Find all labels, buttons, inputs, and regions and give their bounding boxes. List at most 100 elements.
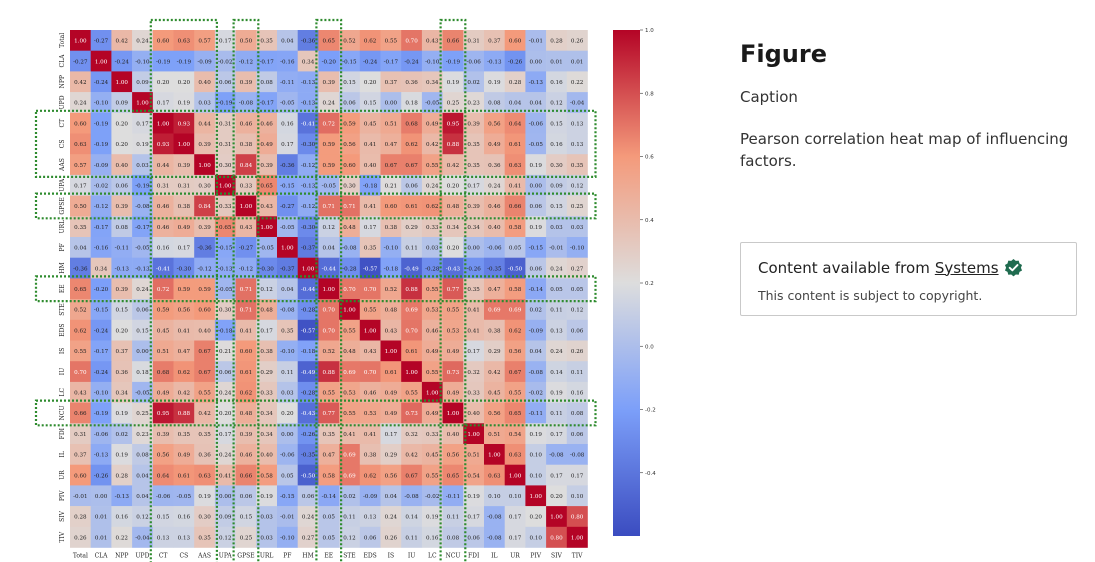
heatmap-cell bbox=[525, 30, 547, 51]
heatmap-cell bbox=[256, 257, 278, 279]
cell-value-label: -0.15 bbox=[218, 246, 233, 252]
cell-value-label: 0.55 bbox=[426, 287, 439, 293]
heatmap-cell bbox=[235, 174, 257, 196]
heatmap-cell bbox=[504, 361, 526, 383]
heatmap-cell bbox=[90, 174, 112, 196]
colorbar-gradient bbox=[613, 30, 640, 536]
cell-value-label: 0.17 bbox=[550, 473, 563, 479]
cell-value-label: 0.33 bbox=[467, 390, 480, 396]
cell-value-label: -0.05 bbox=[425, 101, 440, 107]
heatmap-cell bbox=[132, 381, 154, 403]
heatmap-cell bbox=[380, 381, 402, 403]
heatmap-cell bbox=[214, 216, 236, 238]
heatmap-cell bbox=[380, 71, 402, 93]
cell-value-label: 0.69 bbox=[405, 308, 418, 314]
heatmap-cell bbox=[566, 278, 588, 300]
heatmap-cell bbox=[339, 154, 361, 176]
heatmap-cell bbox=[70, 444, 91, 465]
heatmap-cell bbox=[173, 30, 195, 51]
heatmap-cell bbox=[173, 506, 195, 528]
cell-value-label: 0.16 bbox=[281, 121, 294, 127]
cell-value-label: 0.53 bbox=[426, 308, 439, 314]
cell-value-label: 0.16 bbox=[178, 515, 191, 521]
content-source-prefix: Content available from bbox=[758, 258, 930, 277]
cell-value-label: 0.12 bbox=[136, 515, 149, 521]
heatmap-cell bbox=[132, 526, 154, 548]
cell-value-label: 0.17 bbox=[136, 121, 149, 127]
heatmap-cell bbox=[504, 506, 526, 528]
cell-value-label: 0.05 bbox=[509, 246, 522, 252]
cell-value-label: -0.13 bbox=[301, 183, 316, 189]
heatmap-cell bbox=[566, 340, 588, 362]
copyright-notice: This content is subject to copyright. bbox=[758, 288, 983, 303]
heatmap-cell bbox=[401, 526, 423, 548]
row-label: HM bbox=[59, 262, 66, 273]
heatmap-cell bbox=[111, 340, 133, 362]
cell-value-label: 0.00 bbox=[530, 59, 543, 65]
heatmap-cell bbox=[90, 50, 112, 72]
cell-value-label: 0.14 bbox=[550, 370, 563, 376]
cell-value-label: 0.62 bbox=[364, 473, 377, 479]
cell-value-label: 0.39 bbox=[116, 204, 129, 210]
cell-value-label: 0.73 bbox=[447, 370, 460, 376]
heatmap-cell bbox=[421, 402, 443, 424]
cell-value-label: -0.04 bbox=[135, 535, 150, 541]
cell-value-label: 0.40 bbox=[467, 411, 480, 417]
cell-value-label: 0.58 bbox=[260, 473, 273, 479]
figure-panel: 1.00 -0.27 0.42 0.24 0.60 0.63 0.57 0.17 0.50 0.3… bbox=[34, 18, 656, 562]
cell-value-label: 0.04 bbox=[74, 246, 87, 252]
heatmap-cell bbox=[463, 361, 485, 383]
heatmap-cell bbox=[463, 133, 485, 155]
heatmap-cell bbox=[194, 526, 216, 548]
heatmap-cell bbox=[401, 381, 423, 403]
cell-value-label: 0.95 bbox=[157, 411, 170, 417]
heatmap-cell bbox=[339, 133, 361, 155]
cell-value-label: 0.70 bbox=[323, 328, 336, 334]
cell-value-label: -0.27 bbox=[94, 39, 109, 45]
heatmap-cell bbox=[277, 402, 298, 424]
cell-value-label: 0.42 bbox=[488, 370, 501, 376]
heatmap-cell bbox=[297, 485, 319, 507]
heatmap-cell bbox=[256, 237, 278, 258]
cell-value-label: 0.20 bbox=[116, 142, 129, 148]
cell-value-label: 0.35 bbox=[198, 535, 211, 541]
heatmap-cell bbox=[463, 257, 485, 279]
heatmap-cell bbox=[152, 257, 174, 279]
heatmap-cell bbox=[421, 299, 443, 321]
heatmap-cell bbox=[90, 319, 112, 341]
cell-value-label: 0.19 bbox=[447, 80, 460, 86]
cell-value-label: 0.42 bbox=[198, 411, 211, 417]
cell-value-label: -0.10 bbox=[94, 390, 109, 396]
cell-value-label: 0.17 bbox=[571, 473, 584, 479]
heatmap-cell bbox=[566, 402, 588, 424]
source-link[interactable]: Systems bbox=[934, 258, 999, 277]
heatmap-cell bbox=[359, 526, 381, 548]
cell-value-label: 0.11 bbox=[550, 411, 562, 417]
cell-value-label: 1.00 bbox=[136, 101, 149, 107]
heatmap-cell bbox=[277, 133, 298, 155]
cell-value-label: 0.28 bbox=[116, 473, 129, 479]
heatmap-cell bbox=[484, 423, 505, 445]
cell-value-label: -0.12 bbox=[301, 163, 316, 169]
heatmap-cell bbox=[442, 112, 464, 134]
cell-value-label: 0.00 bbox=[530, 183, 543, 189]
heatmap-cell bbox=[566, 216, 588, 238]
heatmap-cell bbox=[380, 319, 402, 341]
heatmap-cell bbox=[484, 92, 505, 114]
cell-value-label: 0.17 bbox=[74, 183, 87, 189]
heatmap-cell bbox=[194, 237, 216, 258]
heatmap-cell bbox=[484, 319, 505, 341]
heatmap-cell bbox=[132, 112, 154, 134]
heatmap-cell bbox=[359, 30, 381, 51]
cell-value-label: 0.33 bbox=[426, 225, 439, 231]
heatmap-cell bbox=[442, 237, 464, 258]
cell-value-label: 0.17 bbox=[385, 432, 398, 438]
cell-value-label: -0.08 bbox=[239, 101, 254, 107]
cell-value-label: 0.11 bbox=[571, 370, 583, 376]
cell-value-label: 0.56 bbox=[447, 453, 460, 459]
cell-value-label: 0.27 bbox=[302, 535, 315, 541]
heatmap-cell bbox=[339, 216, 361, 238]
heatmap-cell bbox=[525, 216, 547, 238]
cell-value-label: -0.13 bbox=[115, 494, 130, 500]
cell-value-label: 0.06 bbox=[571, 432, 584, 438]
